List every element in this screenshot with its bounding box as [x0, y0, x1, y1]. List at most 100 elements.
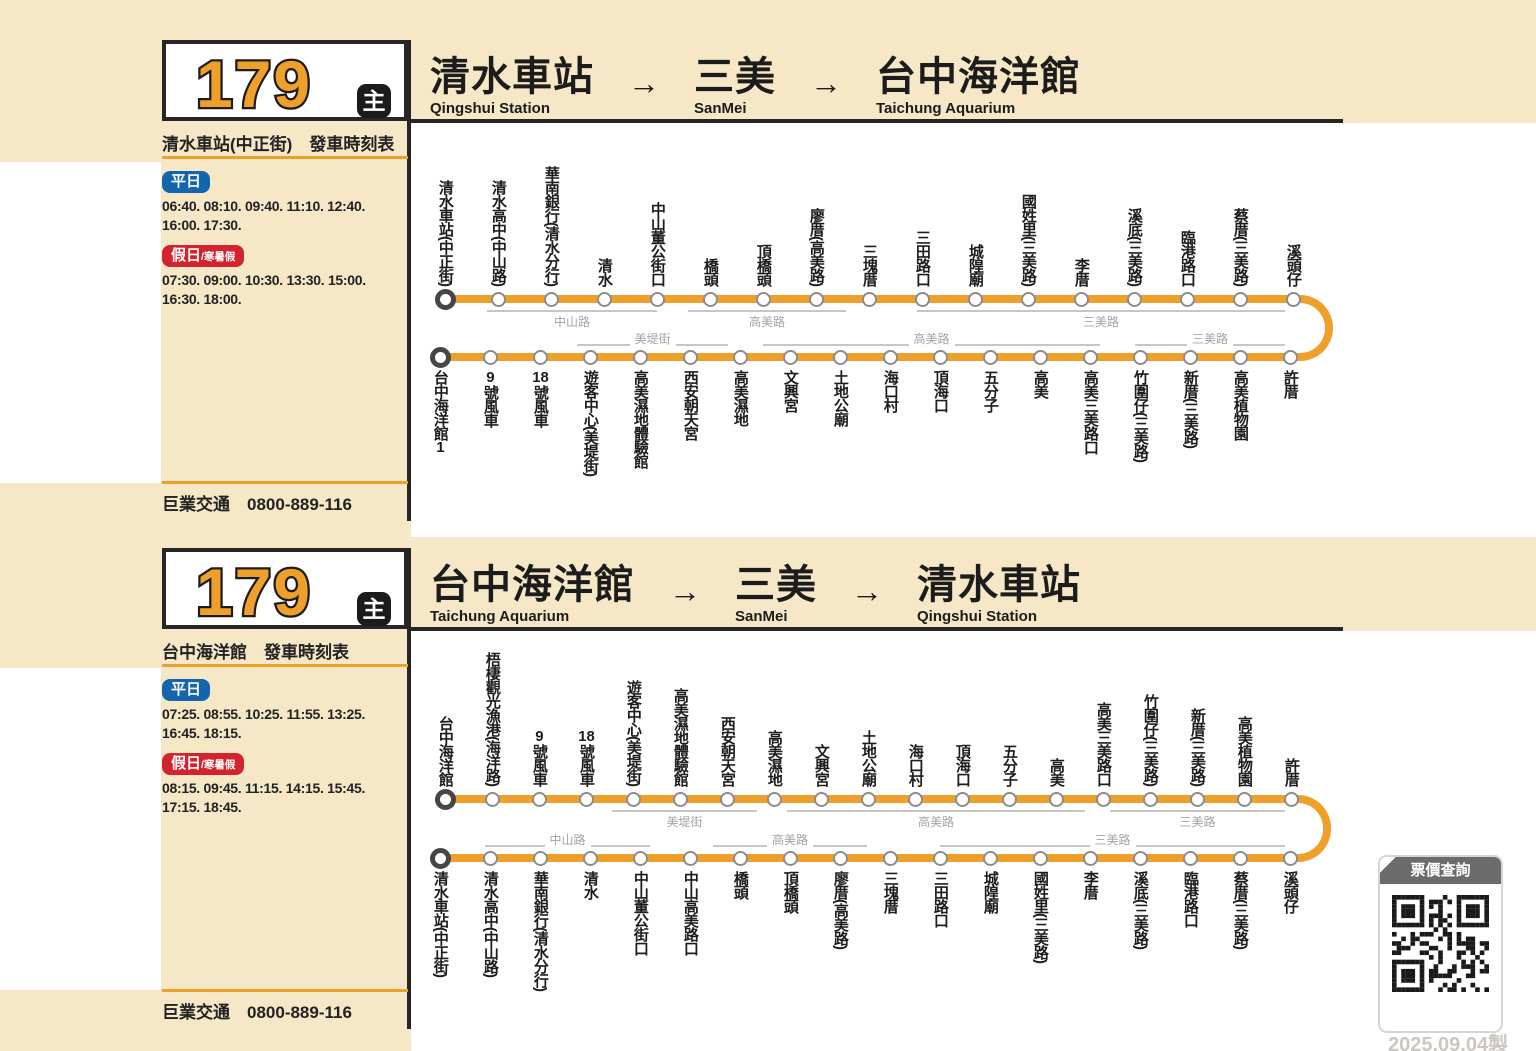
svg-text:179: 179 — [196, 47, 312, 120]
stop-marker — [649, 291, 665, 307]
route-line-bottom — [433, 353, 1297, 361]
stop-marker — [482, 349, 498, 365]
stop-marker — [1182, 850, 1198, 866]
sidebar-divider — [407, 40, 411, 521]
stop-label: 溪頭仔 — [1281, 871, 1299, 913]
operator-info: 巨業交通 0800-889-116 — [162, 1003, 352, 1022]
stop-marker — [1082, 850, 1098, 866]
stop-marker — [434, 288, 456, 310]
weekday-times: 07:25. 08:55. 10:25. 11:55. 13:25. 16:45.… — [162, 706, 366, 741]
fare-qr-title: 票價查詢 — [1380, 857, 1501, 884]
stop-marker — [1285, 291, 1301, 307]
road-label: 美堤街 — [661, 813, 708, 830]
stop-marker — [982, 349, 998, 365]
road-label: 高美路 — [743, 313, 791, 330]
stop-label: 文興宮 — [812, 744, 830, 786]
stop-label: 高美 — [1047, 758, 1065, 786]
stop-label: 清水車站(中正街) — [436, 180, 454, 286]
stop-label: 高美植物園 — [1231, 370, 1249, 440]
stop-label: 9號風車 — [530, 729, 548, 786]
stop-label: 高美濕地 — [765, 730, 783, 786]
stop-label: 城隍廟 — [981, 871, 999, 913]
road-line — [487, 310, 657, 312]
road-line — [1110, 810, 1285, 812]
fare-qr-box: 票價查詢 — [1378, 855, 1503, 1033]
holiday-times: 08:15. 09:45. 11:15. 14:15. 15:45. 17:15.… — [162, 780, 366, 815]
stop-label: 台中海洋館 — [436, 716, 454, 786]
arrow-icon: → — [669, 573, 701, 609]
stop-marker — [732, 349, 748, 365]
header-destination: 台中海洋館 Taichung Aquarium — [876, 57, 1081, 117]
stop-label: 西安朝天宮 — [681, 370, 699, 440]
road-line — [688, 310, 846, 312]
header-destination: 清水車站 Qingshui Station — [917, 565, 1081, 625]
road-line — [787, 810, 1085, 812]
bg-sidebar1 — [161, 162, 411, 537]
main-route-badge: 主 — [357, 592, 391, 626]
stop-label: 華南銀行(清水分行) — [531, 871, 549, 991]
destination-zh: 清水車站 — [917, 563, 1081, 607]
route-uturn — [1293, 295, 1333, 361]
arrow-icon: → — [810, 65, 842, 101]
destination-en: SanMei — [735, 608, 788, 625]
holiday-badge: 假日/寒暑假 — [162, 245, 245, 267]
stop-marker — [702, 291, 718, 307]
stop-label: 台中海洋館1 — [431, 370, 449, 455]
stop-marker — [782, 349, 798, 365]
stop-label: 高美三美路口 — [1081, 370, 1099, 454]
stop-label: 李厝 — [1072, 258, 1090, 286]
stop-label: 臨港路口 — [1178, 230, 1196, 286]
stop-marker — [429, 346, 451, 368]
stop-marker — [954, 791, 970, 807]
title-underline — [162, 156, 408, 159]
road-label: 三美路 — [1174, 813, 1221, 830]
arrow-icon: → — [628, 65, 660, 101]
stop-label: 文興宮 — [781, 370, 799, 412]
stop-marker — [1189, 791, 1205, 807]
route-header: 清水車站 Qingshui Station → 三美 SanMei → 台中海洋館 Taich… — [430, 57, 1081, 117]
stop-marker — [932, 850, 948, 866]
stop-label: 梧棲觀光漁港(海洋路) — [483, 652, 501, 786]
route-number-box: 179 主 — [162, 40, 408, 123]
road-label: 高美路 — [766, 831, 814, 848]
destination-en: Qingshui Station — [917, 608, 1037, 625]
operator-divider — [162, 989, 408, 992]
sidebar-divider — [407, 548, 411, 1029]
header-underline — [411, 119, 1343, 123]
bg-margin-band1 — [0, 483, 161, 537]
stop-marker — [1001, 791, 1017, 807]
stop-marker — [782, 850, 798, 866]
stop-marker — [632, 850, 648, 866]
stop-label: 橋頭 — [731, 871, 749, 899]
stop-marker — [982, 850, 998, 866]
weekday-badge: 平日 — [162, 679, 211, 701]
destination-en: SanMei — [694, 100, 747, 117]
stop-label: 頂橋頭 — [754, 244, 772, 286]
stop-label: 新厝(三美路) — [1181, 370, 1199, 448]
road-label: 中山路 — [544, 831, 591, 848]
stop-marker — [813, 791, 829, 807]
stop-label: 國姓里(三美路) — [1031, 871, 1049, 963]
stop-label: 五分子 — [981, 370, 999, 412]
route-line-bottom — [433, 854, 1295, 862]
arrow-icon: → — [851, 573, 883, 609]
stop-label: 三塊厝 — [860, 244, 878, 286]
destination-zh: 清水車站 — [430, 55, 594, 99]
stop-label: 新厝(三美路) — [1188, 708, 1206, 786]
stop-marker — [755, 291, 771, 307]
stop-label: 橋頭 — [701, 258, 719, 286]
qr-code-icon — [1392, 895, 1489, 992]
stop-marker — [1179, 291, 1195, 307]
stop-marker — [882, 850, 898, 866]
stop-label: 18號風車 — [531, 370, 549, 427]
stop-label: 廖厝(高美路) — [831, 871, 849, 949]
stop-marker — [907, 791, 923, 807]
stop-marker — [1132, 349, 1148, 365]
header-destination: 三美 SanMei — [694, 57, 776, 117]
destination-en: Taichung Aquarium — [876, 100, 1016, 117]
stop-marker — [596, 291, 612, 307]
stop-label: 三田路口 — [931, 871, 949, 927]
weekday-times: 06:40. 08:10. 09:40. 11:10. 12:40. 16:00.… — [162, 198, 366, 233]
road-line — [917, 310, 1285, 312]
stop-label: 溪底(三美路) — [1131, 871, 1149, 949]
